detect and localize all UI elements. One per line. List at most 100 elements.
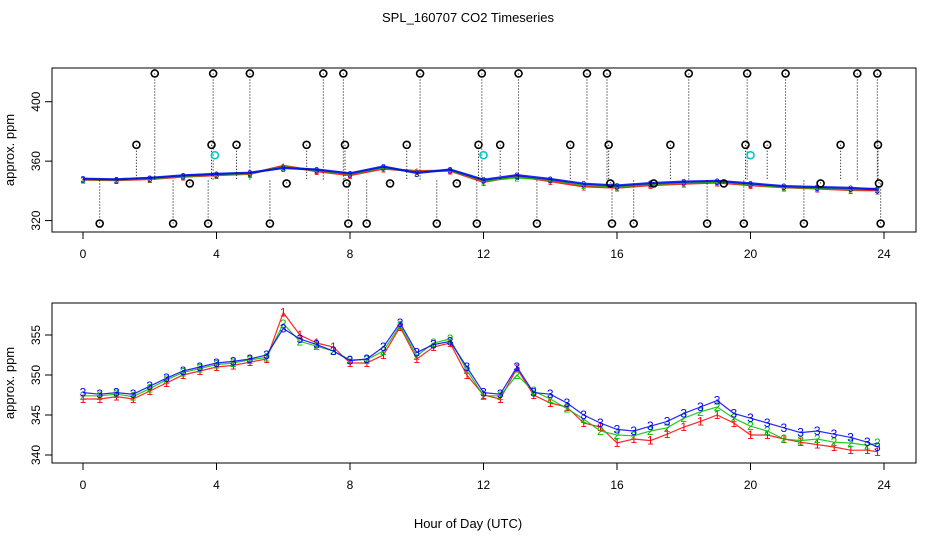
point-marker xyxy=(339,69,348,78)
point-marker xyxy=(362,219,371,228)
point-marker: 2 xyxy=(481,176,486,186)
point-marker xyxy=(739,219,749,228)
point-marker: 3 xyxy=(247,352,254,366)
point-marker: 2 xyxy=(463,363,470,377)
point-marker: 2 xyxy=(447,332,454,346)
point-marker xyxy=(799,219,809,228)
point-marker xyxy=(602,69,612,78)
x-tick-label: 8 xyxy=(347,478,354,492)
point-marker xyxy=(649,179,659,188)
point-marker: 2 xyxy=(715,178,720,188)
point-marker: 1 xyxy=(448,167,453,177)
point-marker: 3 xyxy=(447,334,454,348)
point-marker: 3 xyxy=(380,340,387,354)
point-marker xyxy=(607,219,617,228)
point-marker: 3 xyxy=(180,364,187,378)
point-marker xyxy=(452,179,462,188)
x-tick-label: 16 xyxy=(610,478,624,492)
point-marker xyxy=(150,69,160,78)
point-marker: 2 xyxy=(381,163,386,173)
point-marker: 3 xyxy=(730,406,737,420)
point-marker: 2 xyxy=(514,173,519,183)
point-marker: 1 xyxy=(313,336,320,350)
point-marker: 3 xyxy=(230,354,237,368)
point-marker: 3 xyxy=(681,178,686,188)
point-marker: 3 xyxy=(847,430,854,444)
point-marker: 3 xyxy=(297,332,304,346)
point-marker xyxy=(746,150,755,160)
point-marker: 3 xyxy=(414,169,419,179)
point-marker: 3 xyxy=(581,180,586,190)
point-marker: 2 xyxy=(163,373,170,387)
point-marker: 3 xyxy=(196,360,203,374)
point-marker: 2 xyxy=(96,389,103,403)
point-marker: 3 xyxy=(130,387,137,401)
point-marker: 1 xyxy=(714,408,721,422)
point-marker xyxy=(265,219,275,228)
point-marker: 3 xyxy=(413,346,420,360)
point-marker: 3 xyxy=(397,316,404,330)
point-marker: 1 xyxy=(648,181,653,191)
point-marker xyxy=(666,140,675,150)
point-marker: 2 xyxy=(748,180,753,190)
point-marker: 1 xyxy=(181,173,186,183)
point-marker xyxy=(474,140,483,150)
point-marker: 1 xyxy=(764,428,771,442)
point-marker: 3 xyxy=(313,338,320,352)
point-marker: 2 xyxy=(347,353,354,367)
point-marker: 1 xyxy=(797,435,804,449)
point-marker: 3 xyxy=(797,426,804,440)
point-marker: 3 xyxy=(80,386,87,400)
point-marker: 3 xyxy=(547,387,554,401)
figure-title: SPL_160707 CO2 Timeseries xyxy=(382,10,554,25)
point-marker: 2 xyxy=(448,166,453,176)
point-marker xyxy=(472,219,482,228)
y-tick-label: 345 xyxy=(29,405,43,425)
point-marker: 2 xyxy=(147,174,152,184)
y-tick-label: 350 xyxy=(29,365,43,385)
point-marker xyxy=(495,140,505,150)
point-marker: 1 xyxy=(630,432,637,446)
y-tick-label: 355 xyxy=(29,325,43,345)
point-marker: 1 xyxy=(347,356,354,370)
point-marker: 3 xyxy=(463,360,470,374)
point-marker: 1 xyxy=(697,414,704,428)
point-marker: 2 xyxy=(280,317,287,331)
point-marker: 1 xyxy=(781,183,786,193)
point-marker: 1 xyxy=(514,362,521,376)
point-marker: 3 xyxy=(697,400,704,414)
point-marker: 2 xyxy=(80,389,87,403)
point-marker: 3 xyxy=(114,175,119,185)
point-marker xyxy=(565,140,575,150)
point-marker xyxy=(532,219,542,228)
point-marker xyxy=(402,140,412,150)
point-marker xyxy=(514,69,523,78)
point-marker: 2 xyxy=(764,424,771,438)
point-marker: 2 xyxy=(614,428,621,442)
point-marker xyxy=(208,69,218,78)
point-marker: 1 xyxy=(280,306,287,320)
point-marker: 1 xyxy=(113,390,120,404)
point-marker: 1 xyxy=(730,416,737,430)
point-marker: 2 xyxy=(247,353,254,367)
point-marker: 3 xyxy=(747,411,754,425)
point-marker: 1 xyxy=(614,436,621,450)
point-marker: 3 xyxy=(597,416,604,430)
point-marker: 2 xyxy=(614,182,619,192)
point-marker: 3 xyxy=(280,322,287,336)
point-marker: 3 xyxy=(548,175,553,185)
point-marker xyxy=(873,69,882,78)
x-tick-label: 4 xyxy=(213,478,220,492)
point-marker: 1 xyxy=(213,360,220,374)
point-marker: 2 xyxy=(680,411,687,425)
point-marker: 1 xyxy=(497,392,504,406)
point-marker xyxy=(684,69,694,78)
x-tick-label: 24 xyxy=(877,247,891,261)
point-marker: 1 xyxy=(815,184,820,194)
point-marker: 3 xyxy=(247,169,252,179)
point-marker: 3 xyxy=(614,422,621,436)
y-axis-label: approx. ppm xyxy=(2,347,17,419)
point-marker xyxy=(762,140,772,150)
